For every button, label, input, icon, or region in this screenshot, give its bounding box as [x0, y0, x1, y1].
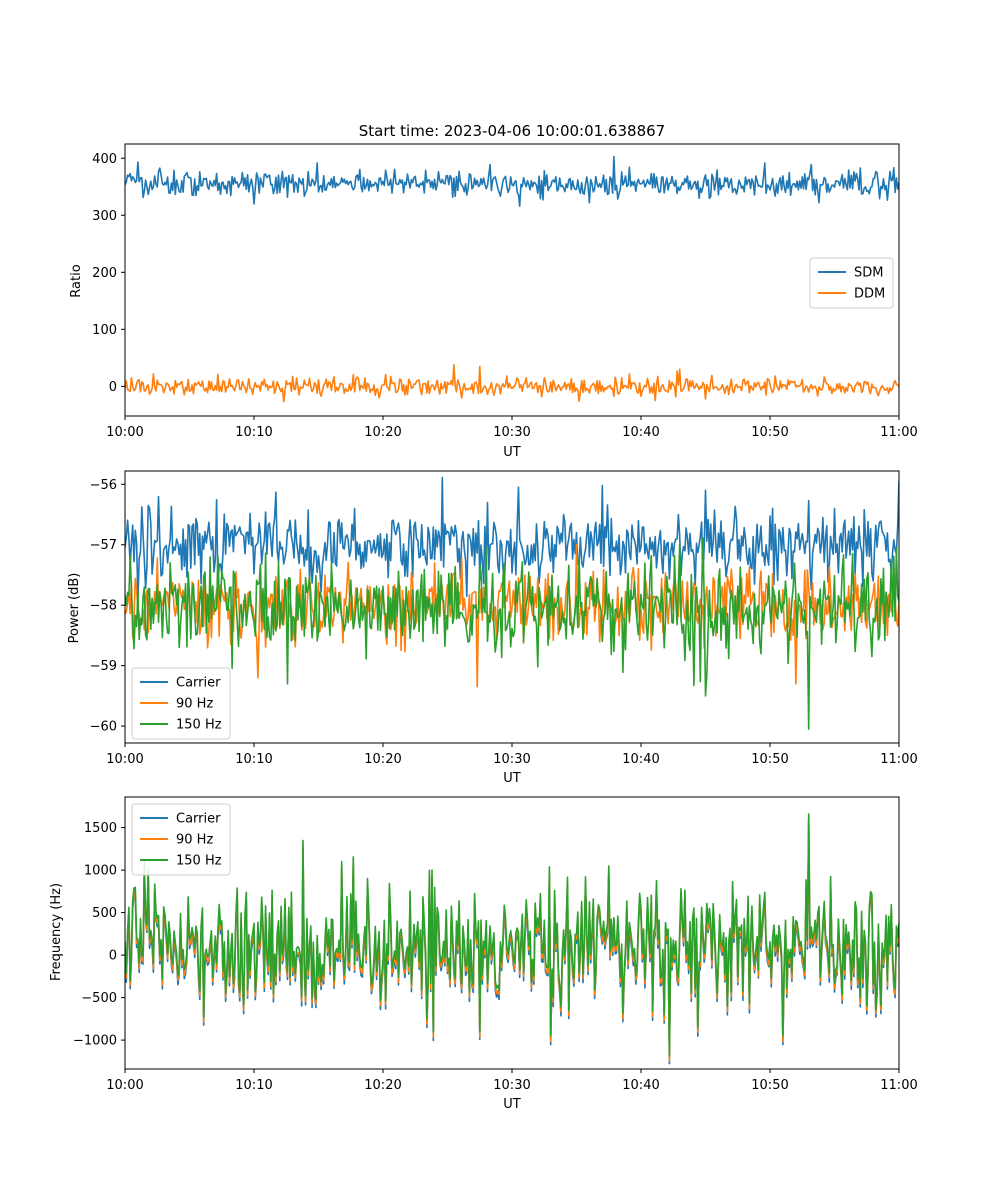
y-tick-label: 1000 — [84, 864, 117, 879]
y-tick-label: 400 — [92, 152, 117, 167]
y-tick-label: 0 — [109, 380, 117, 395]
legend-label: Carrier — [176, 812, 221, 827]
x-tick-label: 10:10 — [235, 425, 272, 440]
y-tick-label: 100 — [92, 323, 117, 338]
legend-box — [131, 667, 231, 740]
power-ylabel: Power (dB) — [67, 573, 82, 644]
y-tick-label: 500 — [92, 906, 117, 921]
legend: SDM DDM — [809, 257, 894, 309]
y-tick-label: 0 — [109, 949, 117, 964]
power-panel: UT Power (dB) 10:00 10:10 10:20 10:30 10:40 1… — [67, 470, 918, 786]
x-tick-label: 10:30 — [493, 425, 530, 440]
figure-title: Start time: 2023-04-06 10:00:01.638867 — [359, 122, 665, 140]
frequency-panel: UT Frequency (Hz) 10:00 10:10 10:20 10:30 10… — [49, 796, 918, 1112]
x-tick-label: 10:40 — [622, 425, 659, 440]
legend-label: 90 Hz — [176, 697, 213, 712]
y-tick-label: −500 — [81, 991, 117, 1006]
x-tick-label: 10:40 — [622, 1078, 659, 1093]
legend-label: 150 Hz — [176, 718, 222, 733]
x-tick-label: 10:50 — [751, 1078, 788, 1093]
x-tick-label: 10:50 — [751, 425, 788, 440]
series-line-ddm — [125, 363, 899, 403]
x-tick-label: 10:30 — [493, 752, 530, 767]
x-tick-label: 10:30 — [493, 1078, 530, 1093]
legend-label: SDM — [854, 266, 883, 281]
legend: Carrier 90 Hz 150 Hz — [131, 667, 231, 740]
legend: Carrier 90 Hz 150 Hz — [131, 803, 231, 876]
x-tick-label: 10:20 — [364, 1078, 401, 1093]
plot-lines — [125, 155, 899, 403]
y-tick-label: −57 — [90, 538, 117, 553]
x-tick-label: 10:00 — [106, 425, 143, 440]
y-tick-label: −1000 — [73, 1034, 117, 1049]
x-tick-label: 11:00 — [880, 752, 917, 767]
frequency-xlabel: UT — [503, 1097, 521, 1112]
x-tick-label: 10:00 — [106, 1078, 143, 1093]
y-tick-label: −59 — [90, 659, 117, 674]
frequency-ylabel: Frequency (Hz) — [49, 883, 64, 981]
series-line-150-hz — [125, 537, 899, 730]
x-tick-label: 10:20 — [364, 752, 401, 767]
x-tick-label: 11:00 — [880, 1078, 917, 1093]
y-tick-label: −60 — [90, 720, 117, 735]
x-tick-label: 10:50 — [751, 752, 788, 767]
ratio-ylabel: Ratio — [69, 264, 84, 297]
x-tick-label: 10:10 — [235, 752, 272, 767]
ratio-xlabel: UT — [503, 445, 521, 460]
legend-box — [809, 257, 894, 309]
plot-lines — [125, 813, 899, 1065]
plot-lines — [125, 476, 899, 730]
x-tick-label: 11:00 — [880, 425, 917, 440]
y-tick-label: 300 — [92, 209, 117, 224]
legend-box — [131, 803, 231, 876]
series-line-sdm — [125, 155, 899, 207]
x-tick-label: 10:40 — [622, 752, 659, 767]
series-line-150-hz — [125, 813, 899, 1057]
x-tick-label: 10:10 — [235, 1078, 272, 1093]
y-tick-label: −56 — [90, 478, 117, 493]
power-xlabel: UT — [503, 771, 521, 786]
legend-label: DDM — [854, 287, 885, 302]
legend-label: 150 Hz — [176, 854, 222, 869]
ratio-panel: UT Ratio 10:00 10:10 10:20 10:30 10:40 10:50 1… — [69, 143, 918, 460]
legend-label: 90 Hz — [176, 833, 213, 848]
y-tick-label: 1500 — [84, 821, 117, 836]
y-tick-label: −58 — [90, 599, 117, 614]
legend-label: Carrier — [176, 676, 221, 691]
x-tick-label: 10:00 — [106, 752, 143, 767]
x-tick-label: 10:20 — [364, 425, 401, 440]
series-line-carrier — [125, 476, 899, 600]
y-tick-label: 200 — [92, 266, 117, 281]
